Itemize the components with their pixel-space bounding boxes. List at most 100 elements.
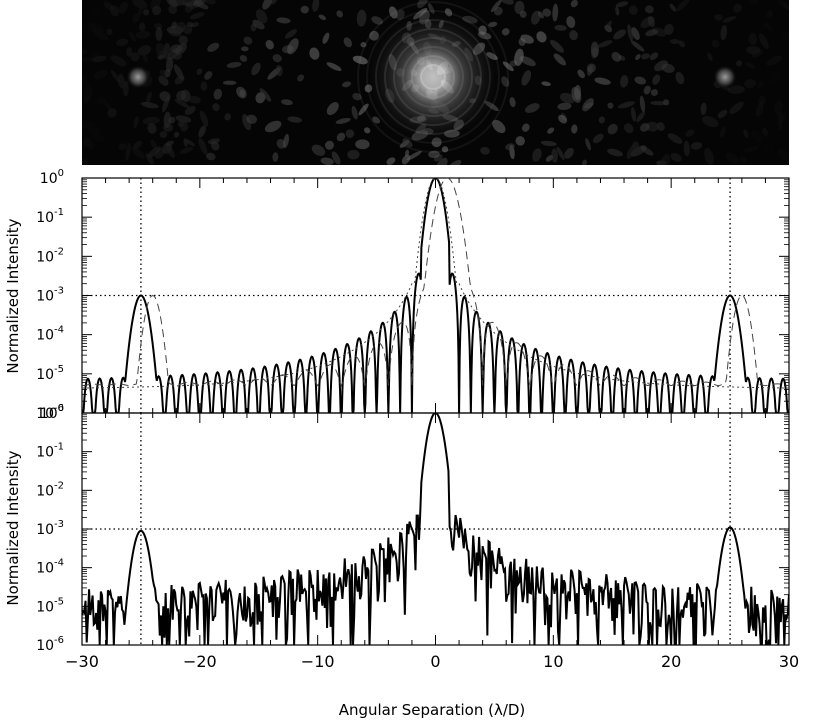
- central-star: [363, 7, 503, 147]
- speckle: [669, 3, 677, 12]
- speckle: [264, 120, 282, 133]
- y-tick-label: 10-4: [36, 325, 64, 344]
- speckle: [267, 0, 277, 5]
- speckle: [719, 126, 726, 138]
- speckle: [283, 133, 290, 149]
- speckle: [138, 22, 146, 32]
- speckle: [685, 129, 695, 137]
- speckle: [509, 97, 516, 108]
- speckle: [636, 111, 646, 123]
- speckle: [554, 24, 567, 31]
- speckle: [159, 69, 166, 77]
- speckle: [678, 40, 686, 48]
- speckle: [582, 98, 594, 112]
- speckle: [756, 80, 764, 90]
- speckle: [729, 101, 744, 115]
- speckle: [239, 55, 248, 62]
- speckle: [654, 60, 668, 72]
- speckle: [166, 0, 178, 8]
- speckle: [131, 146, 145, 159]
- speckle: [251, 62, 261, 76]
- speckle: [130, 52, 140, 62]
- speckle: [519, 56, 536, 67]
- speckle: [581, 159, 588, 165]
- speckle: [157, 54, 165, 60]
- speckle: [406, 150, 422, 161]
- speckle: [198, 125, 207, 138]
- speckle: [652, 74, 661, 85]
- speckle: [417, 0, 429, 9]
- speckle: [570, 0, 578, 8]
- speckle: [137, 45, 152, 56]
- y-tick-label: 100: [40, 168, 64, 187]
- speckle: [760, 136, 775, 146]
- speckle: [782, 31, 789, 41]
- speckle: [106, 28, 113, 36]
- speckle: [179, 146, 194, 154]
- speckle: [175, 115, 192, 123]
- speckle: [755, 101, 764, 117]
- speckle: [627, 24, 633, 41]
- speckle: [87, 126, 93, 134]
- speckle: [613, 29, 626, 40]
- speckle: [577, 69, 585, 79]
- speckle: [241, 46, 249, 52]
- speckle: [212, 103, 220, 112]
- speckle: [118, 143, 127, 150]
- speckle: [744, 61, 756, 69]
- speckle: [147, 123, 157, 134]
- speckle: [545, 155, 554, 162]
- speckle: [505, 143, 515, 151]
- speckle: [252, 19, 265, 30]
- speckle: [140, 101, 159, 109]
- speckle: [91, 132, 106, 142]
- speckle: [318, 14, 327, 21]
- speckle: [520, 34, 534, 44]
- airy-ring: [357, 1, 509, 153]
- speckle: [592, 133, 604, 144]
- speckle: [557, 102, 572, 111]
- speckle: [360, 42, 367, 48]
- speckle: [441, 146, 449, 153]
- speckle: [185, 139, 195, 147]
- speckle: [109, 5, 120, 17]
- speckle: [82, 49, 88, 55]
- speckle: [774, 100, 783, 115]
- speckle: [594, 77, 611, 85]
- speckle: [175, 21, 186, 33]
- speckle: [226, 61, 242, 68]
- x-tick-label: 30: [779, 652, 799, 671]
- speckle: [735, 60, 743, 67]
- speckle: [623, 123, 634, 134]
- speckle: [206, 152, 216, 161]
- speckle: [558, 114, 568, 124]
- speckle: [82, 158, 90, 165]
- speckle: [83, 137, 92, 147]
- speckle: [351, 105, 358, 120]
- speckle: [91, 55, 107, 63]
- speckle: [630, 107, 637, 122]
- speckle: [631, 27, 640, 41]
- y-tick-label: 10-1: [36, 207, 64, 226]
- speckle: [93, 29, 109, 41]
- speckle: [645, 29, 658, 37]
- speckle: [626, 144, 636, 159]
- speckle: [300, 5, 309, 14]
- speckle: [676, 0, 690, 12]
- speckle: [725, 152, 739, 164]
- speckle: [204, 71, 213, 80]
- speckle: [275, 65, 283, 77]
- speckle: [404, 149, 410, 157]
- speckle: [284, 29, 297, 39]
- speckle: [750, 129, 763, 142]
- speckle: [83, 84, 93, 101]
- speckle: [88, 22, 104, 33]
- speckle: [746, 45, 761, 55]
- speckle: [198, 138, 208, 155]
- speckle: [320, 157, 334, 165]
- x-tick-label: 10: [543, 652, 563, 671]
- speckle: [556, 146, 565, 161]
- speckle: [116, 38, 129, 47]
- speckle: [722, 16, 737, 23]
- x-tick-label: −30: [65, 652, 99, 671]
